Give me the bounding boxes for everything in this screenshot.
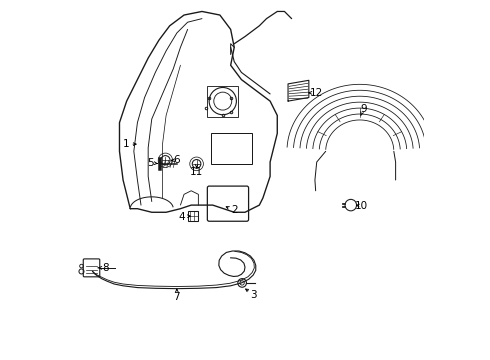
Text: 10: 10: [355, 201, 368, 211]
Text: 1: 1: [122, 139, 129, 149]
Text: 3: 3: [251, 290, 257, 300]
Text: 4: 4: [179, 212, 186, 221]
Text: 11: 11: [190, 167, 203, 177]
Text: 9: 9: [360, 104, 367, 114]
Bar: [188, 211, 197, 221]
Text: 2: 2: [231, 206, 238, 216]
Text: 7: 7: [173, 292, 180, 302]
Bar: [207, 86, 238, 117]
Text: 5: 5: [147, 158, 154, 168]
Text: 8: 8: [102, 263, 108, 273]
Text: 6: 6: [173, 155, 179, 165]
Text: 12: 12: [310, 88, 323, 98]
Bar: [211, 134, 252, 164]
